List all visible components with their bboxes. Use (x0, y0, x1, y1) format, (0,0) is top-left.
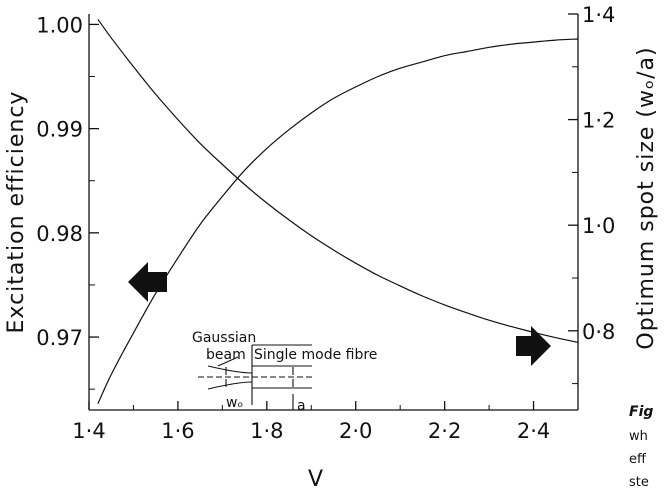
x-tick-label: 1·4 (72, 419, 105, 443)
right-y-tick-label: 0·8 (582, 320, 615, 344)
left-y-tick-label: 0.99 (36, 118, 83, 142)
right-y-tick-label: 1·0 (582, 214, 615, 238)
excitation-efficiency-curve (97, 38, 579, 404)
inset-label-beam: beam (206, 347, 246, 363)
axes-frame (88, 14, 579, 411)
x-tick-label: 1·6 (161, 419, 194, 443)
left-y-axis-title: Excitation efficiency (4, 91, 29, 334)
gaussian-leader-line (217, 356, 239, 367)
x-ticks: 1·4 1·6 1·8 2·0 2·2 2·4 (72, 401, 550, 443)
inset-label-fibre: Single mode fibre (254, 347, 377, 363)
left-y-ticks: 1.00 0.99 0.98 0.97 (36, 13, 99, 390)
x-tick-label: 2·4 (517, 419, 550, 443)
left-arrow-marker (128, 262, 167, 302)
caption-fragment-ste: ste (629, 475, 649, 490)
x-axis-title: V (308, 467, 324, 491)
x-tick-label: 2·2 (428, 419, 461, 443)
right-y-ticks: 1·4 1·2 1·0 0·8 (568, 3, 615, 385)
right-y-axis-title: Optimum spot size (wₒ/a) (634, 46, 659, 349)
beam-upper-envelope (207, 365, 253, 374)
left-y-tick-label: 1.00 (36, 13, 83, 37)
inset-label-gaussian: Gaussian (192, 330, 256, 346)
x-tick-label: 2·0 (339, 419, 372, 443)
right-y-tick-label: 1·4 (582, 3, 615, 27)
right-arrow-marker (516, 326, 551, 366)
spot-size-curve (97, 18, 579, 343)
caption-fragment-fig: Fig (629, 404, 653, 420)
inset-label-w0: wₒ (226, 395, 243, 411)
right-y-tick-label: 1·2 (582, 109, 615, 133)
caption-fragment-wh: wh (629, 429, 648, 444)
series-layer (97, 18, 579, 404)
left-y-tick-label: 0.98 (36, 222, 83, 246)
caption-fragment-eff: eff (629, 452, 647, 467)
inset-label-a: a (297, 398, 306, 414)
left-y-tick-label: 0.97 (36, 326, 83, 350)
inset-schematic (198, 344, 312, 410)
x-tick-label: 1·8 (250, 419, 283, 443)
beam-lower-envelope (207, 381, 253, 390)
